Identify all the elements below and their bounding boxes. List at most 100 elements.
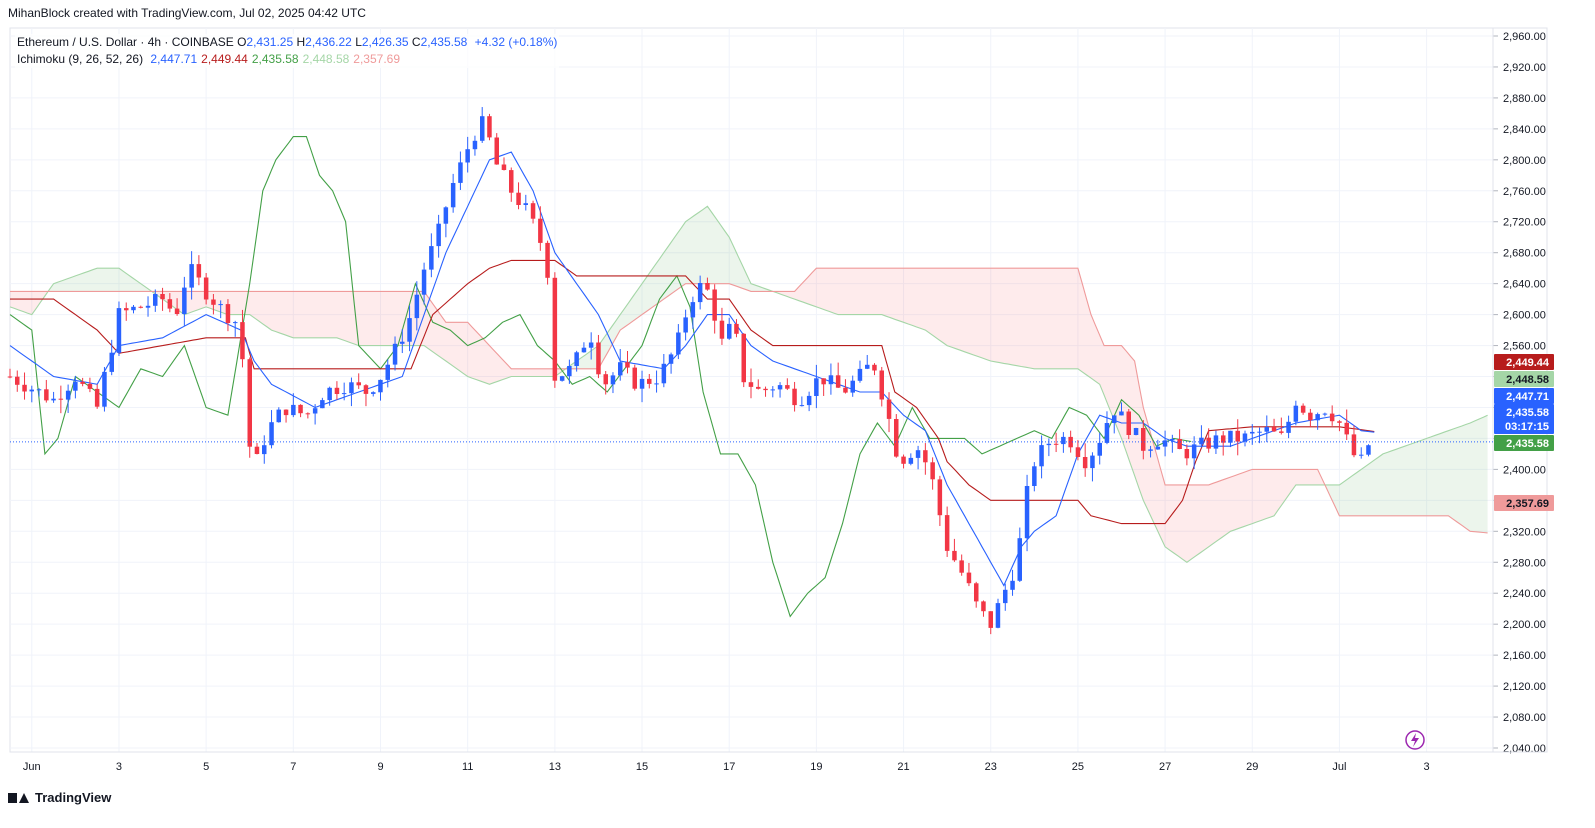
candle-body (174, 308, 180, 314)
indicator-name[interactable]: Ichimoku (9, 26, 52, 26) (17, 52, 144, 66)
price-marker-badge (1494, 371, 1554, 387)
candle-body (167, 299, 173, 309)
price-marker-label: 2,435.58 (1506, 407, 1549, 419)
candle-body (233, 322, 238, 324)
candle-body (51, 398, 56, 401)
x-tick-label: 13 (549, 761, 561, 773)
candle-body (443, 207, 449, 224)
candle-body (1032, 466, 1037, 486)
candle-body (80, 381, 85, 384)
ichimoku-value-2: 2,435.58 (251, 52, 299, 66)
cloud-bearish (770, 268, 1325, 563)
candle-body (821, 378, 826, 385)
candle-body (792, 388, 797, 406)
ichimoku-value-4: 2,357.69 (353, 52, 401, 66)
cloud-bearish (10, 291, 48, 315)
candle-body (828, 375, 834, 385)
footer-brand: TradingView (35, 790, 112, 805)
price-marker-label: 2,435.58 (1506, 438, 1549, 450)
candle-body (647, 378, 652, 384)
candle-body (705, 283, 710, 290)
candle-body (516, 192, 521, 205)
candle-body (58, 398, 64, 400)
candle-body (276, 409, 281, 423)
price-marker-badge (1494, 435, 1554, 451)
y-tick-label: 2,120.00 (1503, 681, 1546, 693)
candle-body (254, 446, 260, 454)
x-tick-label: Jun (23, 761, 41, 773)
candle-body (901, 456, 906, 464)
candle-body (1090, 455, 1095, 469)
candle-body (748, 382, 754, 387)
candle-body (320, 400, 325, 409)
candle-body (465, 149, 470, 163)
ichimoku-lines (9, 136, 1488, 618)
indicator-values: 2,447.71 2,449.44 2,435.58 2,448.58 2,357.69 (146, 52, 400, 66)
candle-body (923, 450, 928, 463)
candle-body (697, 283, 703, 303)
candle-body (109, 352, 114, 372)
price-change: +4.32 (+0.18%) (474, 35, 558, 49)
candle-body (1046, 443, 1052, 446)
candle-body (1119, 411, 1124, 416)
price-marker-label: 2,357.69 (1506, 498, 1549, 510)
candle-body (458, 162, 463, 183)
candle-body (1170, 439, 1175, 441)
candle-body (552, 277, 558, 381)
tradingview-footer[interactable]: TradingView (8, 790, 111, 805)
candle-body (1250, 431, 1255, 434)
candle-body (1061, 436, 1066, 445)
candle-body (240, 322, 245, 360)
candle-body (87, 383, 93, 389)
candle-body (269, 422, 274, 446)
y-tick-label: 2,320.00 (1503, 526, 1546, 538)
candle-body (1199, 437, 1204, 445)
candle-body (182, 287, 187, 314)
y-tick-label: 2,080.00 (1503, 712, 1546, 724)
candle-body (1221, 435, 1226, 443)
candle-body (872, 364, 877, 371)
candle-body (937, 479, 943, 516)
candle-body (603, 374, 608, 385)
candle-body (44, 389, 49, 401)
candle-body (189, 264, 194, 288)
candle-body (974, 583, 979, 602)
ohlc-value-h: 2,436.22 (305, 35, 352, 49)
x-tick-label: 3 (116, 761, 122, 773)
candle-body (588, 342, 594, 348)
candle-body (988, 611, 993, 628)
x-tick-label: 11 (462, 761, 473, 773)
replay-lightning-icon (1405, 730, 1425, 750)
candle-body (894, 419, 899, 457)
price-marker-label: 2,447.71 (1506, 391, 1549, 403)
candle-body (1337, 421, 1342, 423)
candle-body (283, 409, 289, 416)
y-tick-label: 2,920.00 (1503, 62, 1546, 74)
candle-body (1228, 430, 1233, 443)
candle-body (312, 408, 318, 414)
symbol-name[interactable]: Ethereum / U.S. Dollar · 4h · COINBASE (17, 35, 234, 49)
y-tick-label: 2,760.00 (1503, 186, 1546, 198)
candle-body (1351, 434, 1357, 456)
candle-body (1024, 486, 1030, 539)
y-tick-label: 2,280.00 (1503, 557, 1546, 569)
candle-body (1133, 428, 1139, 435)
ohlc-value-c: 2,435.58 (420, 35, 468, 49)
candle-body (690, 302, 696, 318)
x-tick-label: 19 (810, 761, 822, 773)
candle-body (806, 395, 812, 406)
indicator-row[interactable]: Ichimoku (9, 26, 52, 26) 2,447.71 2,449.4… (17, 51, 557, 68)
candle-body (291, 404, 296, 416)
symbol-row[interactable]: Ethereum / U.S. Dollar · 4h · COINBASE O… (17, 34, 557, 51)
y-tick-label: 2,640.00 (1503, 279, 1546, 291)
candle-body (153, 294, 158, 306)
candle-body (930, 462, 935, 480)
y-tick-label: 2,680.00 (1503, 248, 1546, 260)
candle-body (1213, 435, 1219, 449)
x-tick-label: 17 (723, 761, 735, 773)
candle-body (915, 450, 921, 458)
ohlc-values: O2,431.25 H2,436.22 L2,426.35 C2,435.58 (237, 35, 467, 49)
candle-body (334, 387, 340, 394)
candle-body (1366, 445, 1371, 455)
